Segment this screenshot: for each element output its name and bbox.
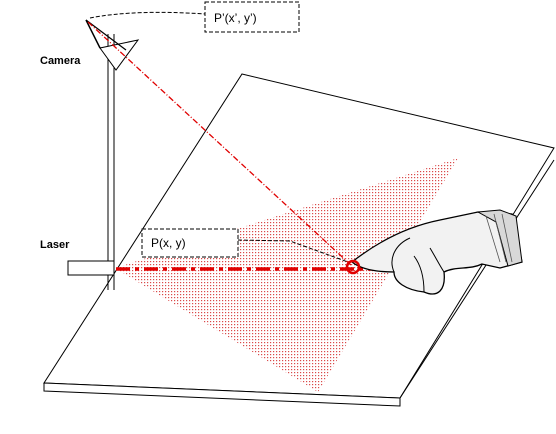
projected-point-label: P’(x’, y’) [214, 11, 257, 25]
camera-label: Camera [40, 55, 81, 67]
laser-label: Laser [40, 239, 70, 251]
laser-emitter [67, 260, 115, 276]
camera-sight-line [87, 21, 353, 267]
projected-point-callout: P’(x’, y’) [204, 1, 300, 33]
projected-point-leader [89, 11, 206, 19]
touch-point-callout: P(x, y) [141, 228, 239, 258]
laser-plane [115, 158, 458, 392]
touch-point-marker [345, 259, 361, 275]
camera-icon [85, 19, 140, 71]
touch-point-label: P(x, y) [151, 236, 186, 250]
touch-point-leader [237, 239, 349, 263]
pointing-hand [350, 209, 523, 295]
camera-pole [107, 34, 115, 290]
